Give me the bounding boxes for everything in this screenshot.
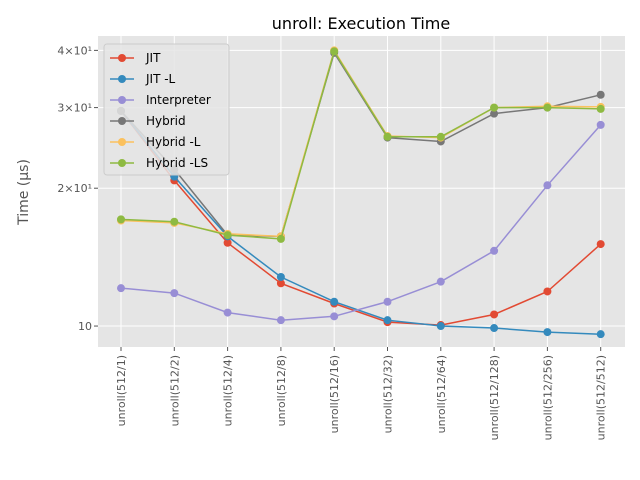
data-point <box>543 287 552 296</box>
data-point <box>543 181 552 190</box>
data-point <box>383 132 392 141</box>
data-point <box>596 90 605 99</box>
legend-label: Interpreter <box>146 93 211 107</box>
data-point <box>330 47 339 56</box>
x-tick-label: unroll(512/256) <box>541 355 554 440</box>
x-tick-label: unroll(512/512) <box>595 355 608 440</box>
data-point <box>596 104 605 113</box>
data-point <box>383 297 392 306</box>
x-tick-label: unroll(512/32) <box>382 355 395 433</box>
data-point <box>543 328 552 337</box>
legend-item: JIT -L <box>110 72 176 86</box>
data-point <box>330 297 339 306</box>
data-point <box>436 132 445 141</box>
x-tick-label: unroll(512/8) <box>275 355 288 426</box>
legend-box <box>103 43 230 176</box>
data-point <box>436 277 445 286</box>
legend-marker <box>118 159 126 167</box>
x-tick-label: unroll(512/1) <box>115 355 128 426</box>
legend-marker <box>118 96 126 104</box>
data-point <box>436 322 445 331</box>
series-5 <box>117 47 605 243</box>
data-point <box>596 330 605 339</box>
legend-label: Hybrid <box>146 114 186 128</box>
data-point <box>170 217 179 226</box>
data-point <box>276 279 285 288</box>
x-tick-label: unroll(512/4) <box>222 355 235 426</box>
data-point <box>383 316 392 325</box>
legend-item: Hybrid -L <box>110 135 201 149</box>
legend-marker <box>118 117 126 125</box>
data-point <box>276 272 285 281</box>
data-point <box>170 289 179 298</box>
y-axis-label: Time (μs) <box>16 159 32 226</box>
series-line <box>120 110 602 326</box>
legend: JIT JIT -L Interpreter Hybrid Hybrid -L Hybri… <box>103 43 230 176</box>
series-line <box>120 124 602 321</box>
legend-label: JIT <box>145 51 161 65</box>
data-point <box>223 308 232 317</box>
x-axis: unroll(512/1) unroll(512/2) unroll(512/4) u… <box>115 347 608 440</box>
data-point <box>117 215 125 224</box>
x-tick-label: unroll(512/64) <box>435 355 448 433</box>
legend-item: JIT <box>110 51 161 65</box>
data-point <box>490 109 499 118</box>
y-tick-label: 10 <box>78 320 92 333</box>
data-point <box>117 284 125 293</box>
legend-label: Hybrid -L <box>146 135 201 149</box>
data-point <box>276 234 285 243</box>
legend-label: JIT -L <box>145 72 176 86</box>
legend-item: Hybrid -LS <box>110 156 208 170</box>
legend-marker <box>118 54 126 62</box>
data-point <box>596 120 605 129</box>
y-axis: 10 2×10¹ 3×10¹ 4×10¹ <box>57 44 98 333</box>
chart-title: unroll: Execution Time <box>272 14 450 33</box>
data-point <box>276 316 285 325</box>
legend-item: Hybrid <box>110 114 186 128</box>
data-point <box>223 238 232 247</box>
legend-marker <box>118 138 126 146</box>
data-point <box>490 103 499 112</box>
data-point <box>490 324 499 333</box>
series-line <box>120 110 601 335</box>
series-2 <box>117 120 605 325</box>
y-tick-label: 3×10¹ <box>57 102 92 115</box>
legend-item: Interpreter <box>110 93 211 107</box>
series-group <box>117 46 605 339</box>
data-point <box>330 312 339 321</box>
series-line <box>120 49 601 240</box>
legend-marker <box>118 75 126 83</box>
y-tick-label: 4×10¹ <box>57 44 92 57</box>
y-tick-label: 2×10¹ <box>57 182 92 195</box>
legend-label: Hybrid -LS <box>146 156 208 170</box>
x-tick-label: unroll(512/16) <box>328 355 341 433</box>
x-tick-label: unroll(512/2) <box>168 355 181 426</box>
data-point <box>543 103 552 112</box>
data-point <box>490 310 499 319</box>
data-point <box>490 246 499 255</box>
data-point <box>596 240 605 249</box>
x-tick-label: unroll(512/128) <box>488 355 501 440</box>
data-point <box>223 231 232 240</box>
